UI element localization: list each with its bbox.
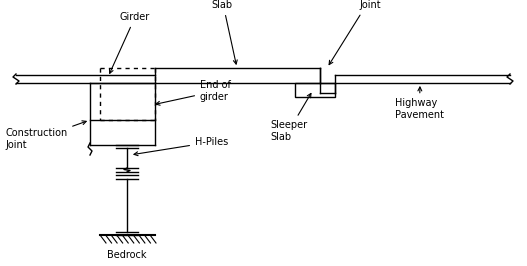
Text: Expansion
Joint: Expansion Joint [329,0,395,65]
Bar [295,83,335,97]
Text: H-Piles: H-Piles [134,137,228,156]
Text: Girder: Girder [110,12,150,73]
Text: Bedrock: Bedrock [108,250,147,260]
Text: Construction
Joint: Construction Joint [5,121,86,150]
Text: Approach
Slab: Approach Slab [199,0,245,64]
Text: End of
girder: End of girder [156,80,231,105]
Text: Sleeper
Slab: Sleeper Slab [270,93,311,142]
Text: Highway
Pavement: Highway Pavement [395,87,444,120]
